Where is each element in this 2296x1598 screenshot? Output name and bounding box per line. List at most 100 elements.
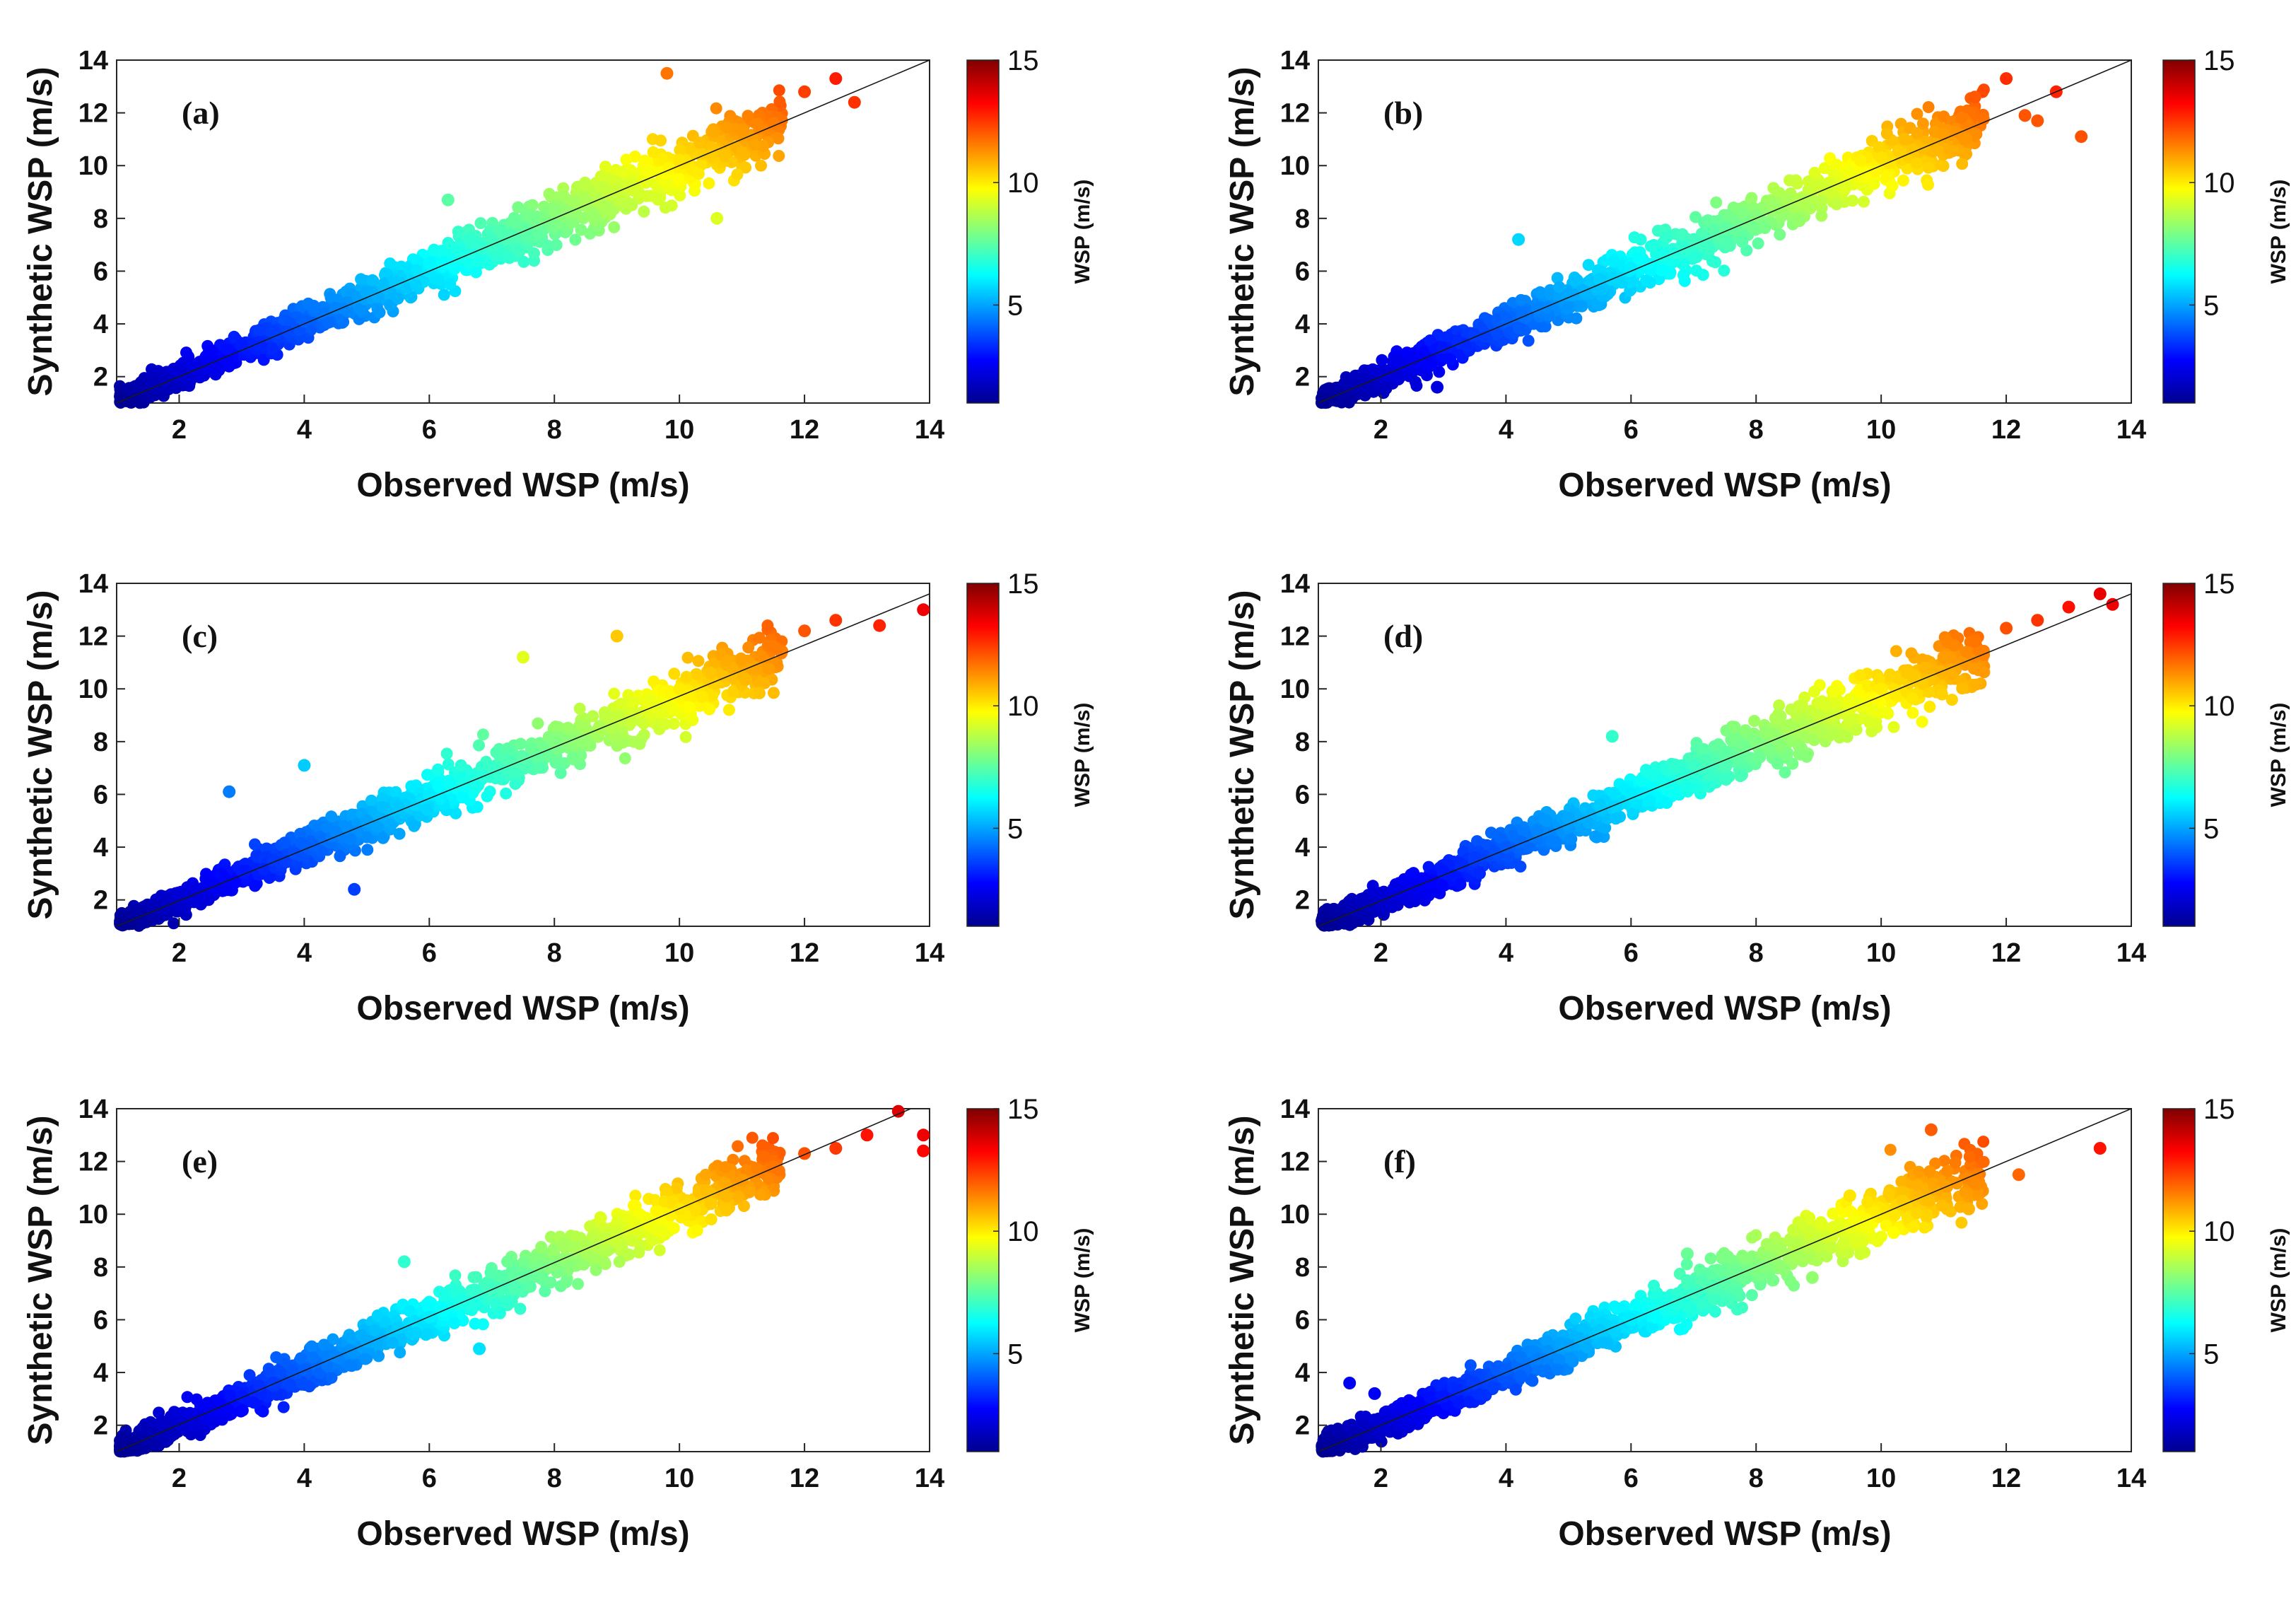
scatter-point: [1938, 128, 1950, 141]
scatter-point: [1923, 162, 1935, 174]
scatter-point: [173, 891, 186, 904]
colorbar-label: WSP (m/s): [1071, 180, 1094, 284]
x-tick-label: 12: [1991, 415, 2021, 445]
scatter-point: [736, 125, 749, 138]
y-tick-label: 8: [93, 204, 108, 234]
scatter-point: [736, 146, 748, 158]
scatter-point: [1932, 144, 1944, 156]
scatter-point: [1772, 204, 1784, 216]
scatter-point: [1687, 233, 1700, 246]
x-tick-label: 14: [915, 415, 944, 445]
scatter-point: [266, 342, 279, 354]
scatter-point: [405, 781, 417, 793]
scatter-point: [674, 173, 686, 185]
scatter-point: [1593, 273, 1606, 286]
scatter-point: [642, 165, 655, 177]
y-tick-label: 2: [93, 886, 108, 916]
scatter-point: [249, 880, 261, 892]
scatter-point: [682, 652, 694, 664]
scatter-point: [1376, 354, 1388, 366]
y-tick-label: 14: [1280, 46, 1310, 76]
scatter-point: [543, 750, 555, 762]
scatter-point: [749, 139, 761, 151]
scatter-point: [673, 154, 686, 167]
x-tick-label: 6: [422, 938, 437, 968]
scatter-point: [532, 718, 544, 730]
colorbar-tick-label: 5: [1007, 290, 1023, 321]
panel-label: (c): [182, 618, 218, 654]
scatter-point: [282, 326, 294, 338]
scatter-point: [659, 718, 671, 730]
scatter-point: [361, 844, 373, 856]
scatter-point: [500, 754, 512, 766]
scatter-point: [222, 884, 234, 896]
panel-label: (b): [1383, 95, 1423, 131]
colorbar-scale: [2163, 60, 2195, 403]
scatter-point: [1362, 381, 1374, 393]
scatter-point: [486, 233, 498, 246]
scatter-point: [694, 136, 706, 148]
scatter-point: [761, 619, 773, 631]
scatter-point: [773, 84, 785, 96]
y-tick-label: 10: [78, 151, 108, 181]
scatter-point: [1440, 332, 1452, 344]
scatter-point: [441, 747, 453, 759]
scatter-point: [474, 217, 486, 229]
panel-label: (a): [182, 95, 220, 131]
scatter-point: [1710, 197, 1722, 209]
x-tick-label: 4: [1499, 415, 1513, 445]
y-tick-label: 12: [1280, 99, 1310, 129]
x-tick-label: 6: [1624, 415, 1639, 445]
colorbar-tick-label: 10: [2203, 168, 2235, 199]
scatter-point: [1922, 179, 1934, 191]
scatter-point: [288, 847, 300, 859]
scatter-point: [680, 731, 692, 743]
scatter-point: [681, 671, 693, 683]
scatter-point: [421, 804, 433, 816]
scatter-point: [1499, 313, 1512, 325]
scatter-point: [1747, 221, 1759, 233]
colorbar-tick-label: 10: [1007, 168, 1039, 199]
scatter-point: [334, 850, 346, 862]
scatter-point: [477, 728, 489, 740]
scatter-point: [253, 340, 265, 352]
colorbar-tick-label: 15: [2203, 45, 2235, 76]
y-axis-label: Synthetic WSP (m/s): [1224, 67, 1261, 397]
scatter-point: [754, 687, 766, 699]
scatter-point: [611, 711, 623, 724]
scatter-point: [1868, 178, 1880, 190]
scatter-point: [1890, 645, 1902, 657]
scatter-point: [1846, 194, 1858, 206]
scatter-point: [374, 306, 386, 318]
scatter-point: [652, 194, 664, 206]
y-axis-label: Synthetic WSP (m/s): [22, 67, 59, 397]
scatter-point: [798, 624, 811, 637]
scatter-point: [428, 244, 440, 256]
scatter-point: [345, 833, 357, 845]
scatter-point: [512, 202, 524, 214]
scatter-point: [279, 836, 291, 848]
scatter-point: [710, 103, 722, 115]
scatter-point: [574, 703, 586, 715]
scatter-point: [2000, 72, 2013, 85]
scatter-point: [740, 674, 752, 686]
scatter-point: [298, 838, 310, 851]
colorbar-tick-label: 15: [1007, 45, 1039, 76]
scatter-point: [1898, 133, 1910, 145]
scatter-point: [1569, 274, 1581, 286]
scatter-point: [1887, 180, 1899, 192]
y-tick-label: 2: [93, 363, 108, 392]
scatter-point: [473, 740, 485, 752]
scatter-point: [377, 832, 389, 844]
x-tick-label: 6: [422, 415, 437, 445]
scatter-point: [408, 820, 420, 832]
scatter-point: [1644, 276, 1656, 288]
scatter-point: [528, 247, 540, 259]
x-tick-label: 10: [1866, 415, 1896, 445]
scatter-point: [1960, 133, 1972, 145]
scatter-point: [710, 212, 723, 225]
scatter-point: [394, 828, 406, 840]
scatter-point: [132, 380, 144, 392]
